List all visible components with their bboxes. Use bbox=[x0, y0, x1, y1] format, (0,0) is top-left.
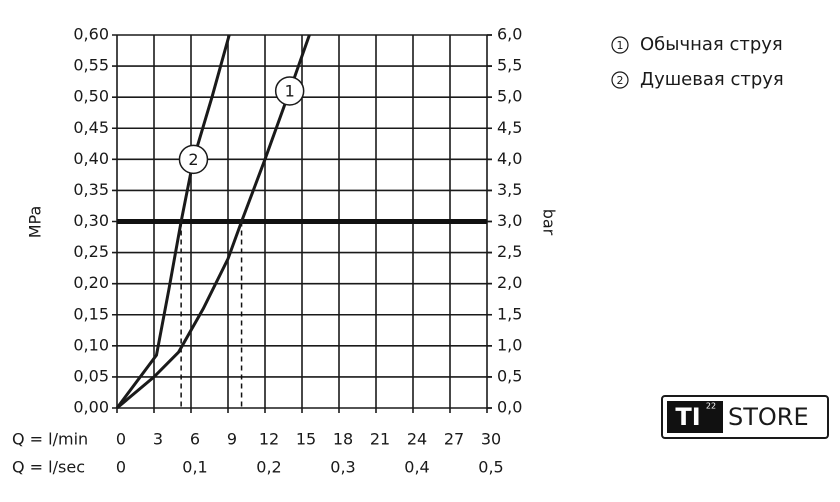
x2-axis-label: Q = l/sec bbox=[12, 458, 85, 477]
x-tick-label: 27 bbox=[444, 430, 464, 449]
x-tick-label: 24 bbox=[407, 430, 427, 449]
legend-label: Душевая струя bbox=[640, 69, 784, 90]
y2-tick-label: 2,5 bbox=[497, 242, 522, 261]
logo: TI 22 STORE bbox=[661, 395, 829, 439]
y-tick-label: 0,45 bbox=[73, 118, 109, 137]
logo-text: STORE bbox=[728, 403, 809, 431]
y-tick-label: 0,20 bbox=[73, 273, 109, 292]
x-tick-label: 6 bbox=[190, 430, 200, 449]
y-tick-label: 0,35 bbox=[73, 180, 109, 199]
y2-tick-label: 0,5 bbox=[497, 366, 522, 385]
y2-tick-label: 2,0 bbox=[497, 273, 522, 292]
y2-tick-label: 4,0 bbox=[497, 149, 522, 168]
y2-tick-label: 5,0 bbox=[497, 87, 522, 106]
x2-tick-label: 0,2 bbox=[256, 458, 281, 477]
y2-tick-label: 6,0 bbox=[497, 25, 522, 44]
y-tick-label: 0,15 bbox=[73, 304, 109, 323]
x2-tick-label: 0,3 bbox=[330, 458, 355, 477]
y-tick-label: 0,60 bbox=[73, 25, 109, 44]
x2-tick-label: 0 bbox=[116, 458, 126, 477]
y-tick-label: 0,25 bbox=[73, 242, 109, 261]
series-line bbox=[115, 34, 231, 409]
y2-axis-label: bar bbox=[540, 209, 559, 236]
y2-tick-label: 1,0 bbox=[497, 335, 522, 354]
legend-marker-label: 2 bbox=[617, 74, 624, 87]
y-tick-label: 0,50 bbox=[73, 87, 109, 106]
legend-marker-label: 1 bbox=[617, 39, 624, 52]
curve-label-circle bbox=[178, 144, 209, 175]
series-line bbox=[116, 34, 311, 410]
logo-mark: TI bbox=[675, 403, 700, 431]
y2-tick-label: 5,5 bbox=[497, 56, 522, 75]
logo-block bbox=[667, 401, 723, 433]
x-tick-label: 3 bbox=[153, 430, 163, 449]
y-axis-label: MPa bbox=[26, 206, 45, 239]
x-tick-label: 21 bbox=[370, 430, 390, 449]
y-tick-label: 0,30 bbox=[73, 211, 109, 230]
x2-tick-label: 0,5 bbox=[478, 458, 503, 477]
y2-tick-label: 0,0 bbox=[497, 398, 522, 417]
legend-circle bbox=[611, 36, 629, 54]
x-tick-label: 30 bbox=[481, 430, 501, 449]
logo-superscript: 22 bbox=[706, 402, 716, 411]
legend-label: Обычная струя bbox=[640, 34, 783, 55]
y2-tick-label: 4,5 bbox=[497, 118, 522, 137]
legend-circle bbox=[611, 71, 629, 89]
x2-tick-label: 0,4 bbox=[404, 458, 429, 477]
y-tick-label: 0,55 bbox=[73, 56, 109, 75]
x-tick-label: 15 bbox=[296, 430, 316, 449]
curve-label-circle bbox=[274, 76, 305, 106]
x2-tick-label: 0,1 bbox=[182, 458, 207, 477]
y-tick-label: 0,05 bbox=[73, 366, 109, 385]
x-tick-label: 18 bbox=[333, 430, 353, 449]
x-axis-label: Q = l/min bbox=[12, 430, 88, 449]
y2-tick-label: 1,5 bbox=[497, 304, 522, 323]
y2-tick-label: 3,0 bbox=[497, 211, 522, 230]
y-tick-label: 0,40 bbox=[73, 149, 109, 168]
y-tick-label: 0,00 bbox=[73, 398, 109, 417]
x-tick-label: 0 bbox=[116, 430, 126, 449]
curve-label: 1 bbox=[285, 81, 295, 100]
y-tick-label: 0,10 bbox=[73, 335, 109, 354]
x-tick-label: 9 bbox=[227, 430, 237, 449]
x-tick-label: 12 bbox=[259, 430, 279, 449]
y2-tick-label: 3,5 bbox=[497, 180, 522, 199]
curve-label: 2 bbox=[188, 150, 198, 169]
